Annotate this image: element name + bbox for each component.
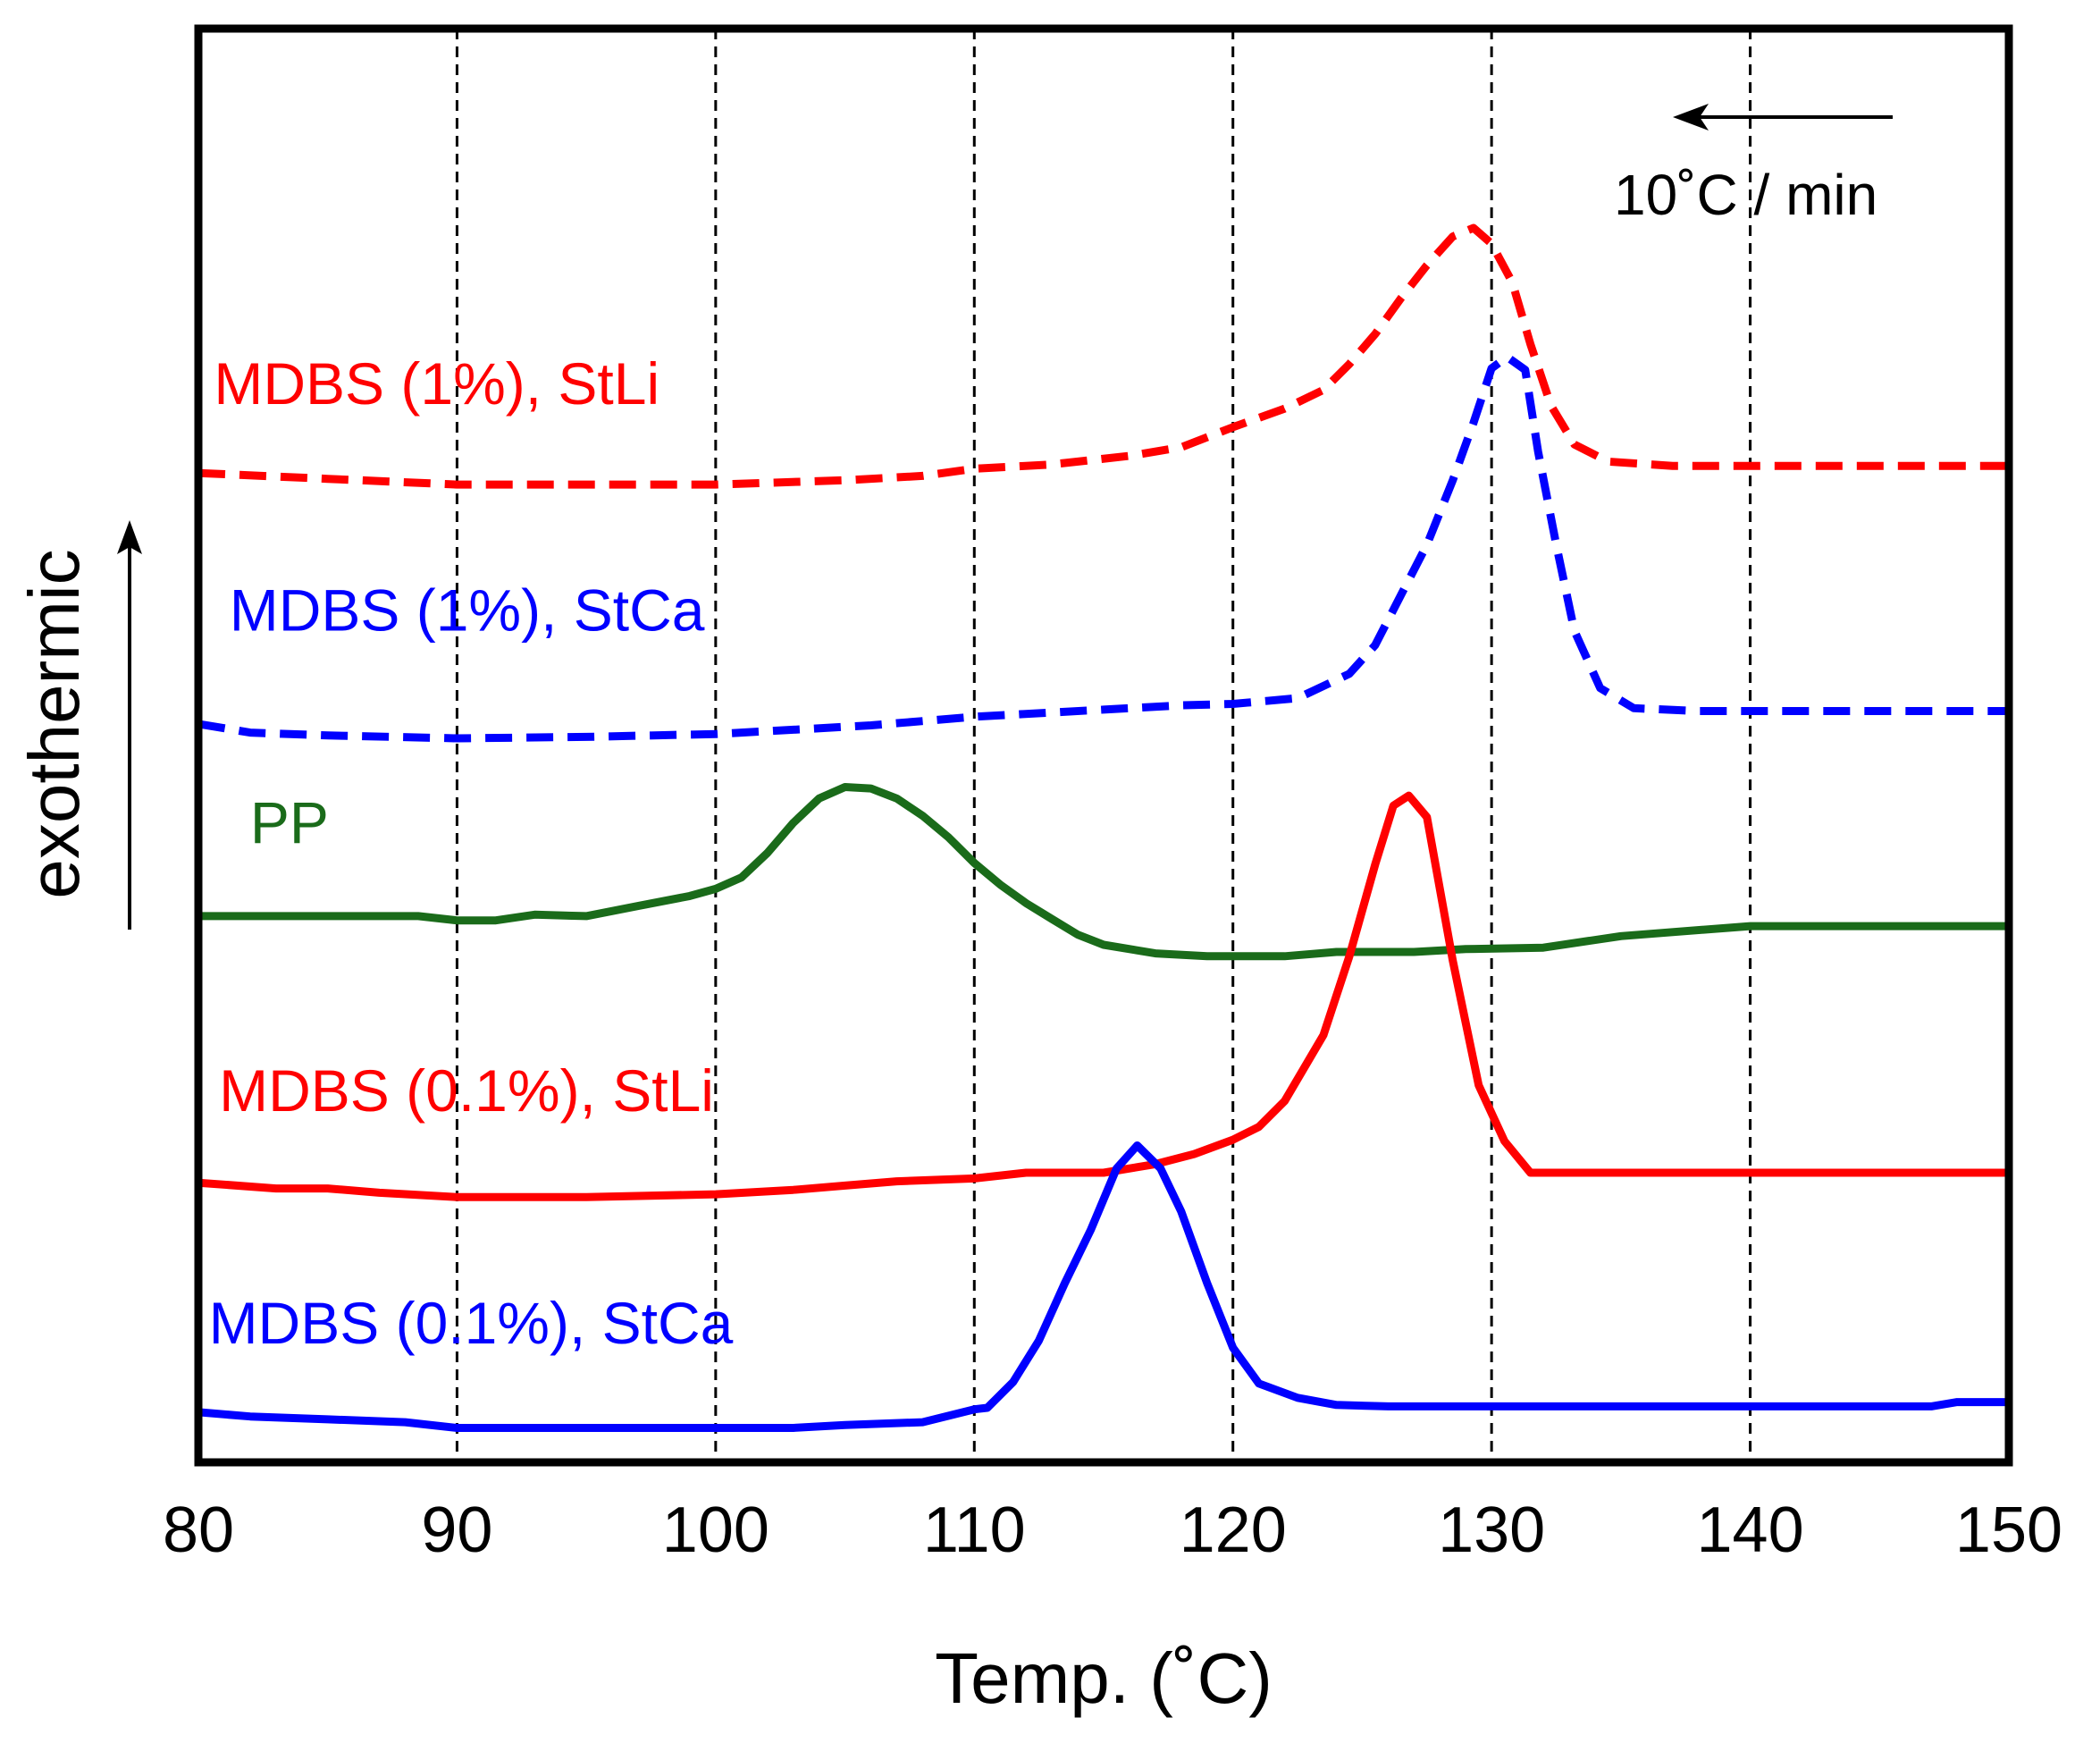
- x-axis-title: Temp. (˚C): [935, 1638, 1273, 1718]
- x-tick-label-150: 150: [1955, 1495, 2062, 1566]
- y-axis-title-group: exothermic: [14, 520, 142, 930]
- x-tick-label-120: 120: [1180, 1495, 1287, 1566]
- x-tick-label-130: 130: [1438, 1495, 1545, 1566]
- rate-annotation-group: 10˚C / min: [1614, 104, 1893, 227]
- series-labels: MDBS (1%), StLi MDBS (1%), StCa PP MDBS (0.…: [209, 350, 734, 1356]
- series-label-mdbs-1-stca: MDBS (1%), StCa: [230, 577, 705, 644]
- x-tick-label-100: 100: [662, 1495, 769, 1566]
- x-axis-ticks: 80 90 100 110 120 130 140 150: [163, 1495, 2062, 1566]
- series-line-pp: [194, 783, 2013, 961]
- left-arrow-icon: [1673, 104, 1709, 131]
- x-tick-label-140: 140: [1697, 1495, 1804, 1566]
- series-line-mdbs-0-1-stca: [194, 1141, 2013, 1432]
- y-axis-title: exothermic: [14, 549, 94, 898]
- series-label-pp: PP: [250, 789, 329, 855]
- series-line-mdbs-0-1-stli: [194, 791, 2013, 1201]
- series-label-mdbs-1-stli: MDBS (1%), StLi: [214, 350, 659, 417]
- series-label-mdbs-0-1-stca: MDBS (0.1%), StCa: [209, 1290, 734, 1356]
- series-label-mdbs-0-1-stli: MDBS (0.1%), StLi: [219, 1057, 714, 1124]
- x-tick-label-80: 80: [163, 1495, 234, 1566]
- series-line-mdbs-1-stli-dashed: [197, 223, 2009, 489]
- plot-series: [194, 223, 2013, 1432]
- heating-rate-label: 10˚C / min: [1614, 163, 1877, 227]
- series-line-mdbs-1-stca-dashed: [197, 352, 2009, 743]
- vertical-grid: [455, 29, 1752, 1462]
- x-tick-label-110: 110: [923, 1495, 1026, 1566]
- plot-frame: [194, 24, 2013, 1467]
- x-tick-label-90: 90: [421, 1495, 492, 1566]
- up-arrow-icon: [117, 520, 142, 554]
